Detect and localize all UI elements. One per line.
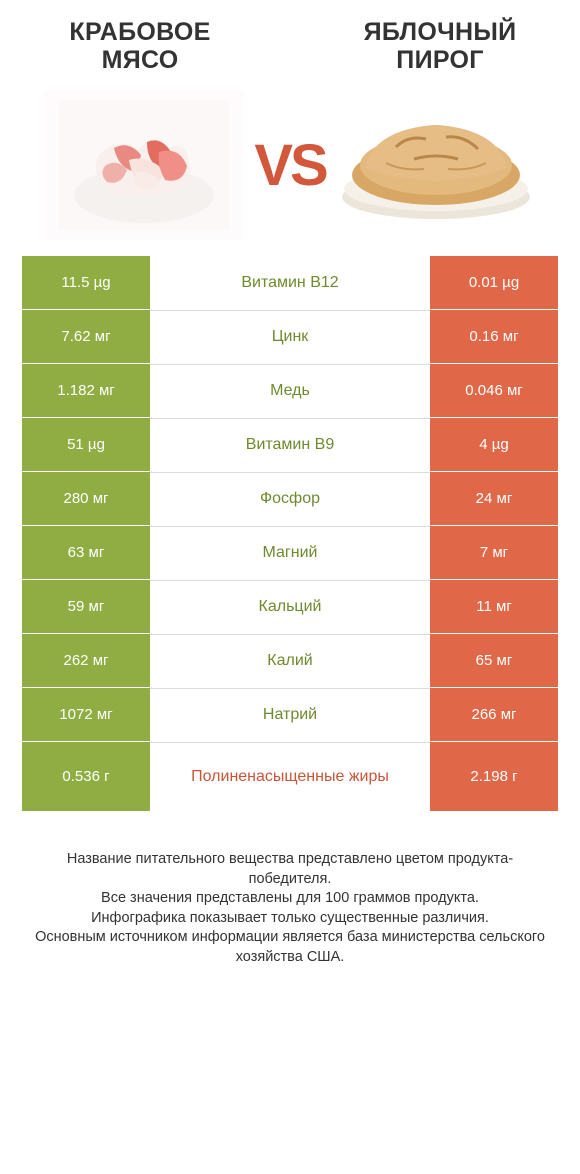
nutrient-label: Витамин B9 bbox=[150, 418, 430, 472]
nutrient-label: Фосфор bbox=[150, 472, 430, 526]
footer-line: Все значения представлены для 100 граммо… bbox=[101, 890, 479, 906]
nutrient-label: Кальций bbox=[150, 580, 430, 634]
value-right: 4 µg bbox=[430, 418, 558, 472]
table-row: 1072 мгНатрий266 мг bbox=[22, 688, 558, 742]
nutrition-table: 11.5 µgВитамин B120.01 µg7.62 мгЦинк0.16… bbox=[0, 256, 580, 812]
table-row: 1.182 мгМедь0.046 мг bbox=[22, 364, 558, 418]
value-left: 11.5 µg bbox=[22, 256, 150, 310]
value-left: 1072 мг bbox=[22, 688, 150, 742]
nutrient-label: Калий bbox=[150, 634, 430, 688]
value-right: 65 мг bbox=[430, 634, 558, 688]
value-right: 7 мг bbox=[430, 526, 558, 580]
footer-line: Инфографика показывает только существенн… bbox=[91, 910, 489, 926]
value-right: 0.16 мг bbox=[430, 310, 558, 364]
value-right: 2.198 г bbox=[430, 742, 558, 812]
value-left: 51 µg bbox=[22, 418, 150, 472]
value-right: 11 мг bbox=[430, 580, 558, 634]
value-left: 280 мг bbox=[22, 472, 150, 526]
value-right: 0.01 µg bbox=[430, 256, 558, 310]
value-left: 0.536 г bbox=[22, 742, 150, 812]
table-row: 0.536 гПолиненасыщенные жиры2.198 г bbox=[22, 742, 558, 812]
value-right: 24 мг bbox=[430, 472, 558, 526]
title-right: ЯБЛОЧНЫЙ ПИРОГ bbox=[330, 18, 550, 74]
table-row: 11.5 µgВитамин B120.01 µg bbox=[22, 256, 558, 310]
footer-line: Основным источником информации является … bbox=[35, 929, 545, 965]
table-row: 59 мгКальций11 мг bbox=[22, 580, 558, 634]
table-row: 262 мгКалий65 мг bbox=[22, 634, 558, 688]
title-left: КРАБОВОЕ МЯСО bbox=[30, 18, 250, 74]
value-left: 262 мг bbox=[22, 634, 150, 688]
crab-meat-image bbox=[44, 90, 244, 240]
value-left: 59 мг bbox=[22, 580, 150, 634]
value-left: 7.62 мг bbox=[22, 310, 150, 364]
header: КРАБОВОЕ МЯСО ЯБЛОЧНЫЙ ПИРОГ bbox=[0, 0, 580, 80]
nutrient-label: Витамин B12 bbox=[150, 256, 430, 310]
nutrient-label: Полиненасыщенные жиры bbox=[150, 742, 430, 812]
table-row: 63 мгМагний7 мг bbox=[22, 526, 558, 580]
table-row: 51 µgВитамин B94 µg bbox=[22, 418, 558, 472]
table-row: 280 мгФосфор24 мг bbox=[22, 472, 558, 526]
images-row: VS bbox=[0, 90, 580, 240]
nutrient-label: Натрий bbox=[150, 688, 430, 742]
nutrient-label: Цинк bbox=[150, 310, 430, 364]
apple-pie-image bbox=[336, 90, 536, 240]
value-right: 0.046 мг bbox=[430, 364, 558, 418]
footer-note: Название питательного вещества представл… bbox=[0, 812, 580, 987]
value-right: 266 мг bbox=[430, 688, 558, 742]
nutrient-label: Медь bbox=[150, 364, 430, 418]
value-left: 63 мг bbox=[22, 526, 150, 580]
value-left: 1.182 мг bbox=[22, 364, 150, 418]
nutrient-label: Магний bbox=[150, 526, 430, 580]
vs-label: VS bbox=[254, 132, 325, 199]
footer-line: Название питательного вещества представл… bbox=[67, 851, 513, 887]
table-row: 7.62 мгЦинк0.16 мг bbox=[22, 310, 558, 364]
